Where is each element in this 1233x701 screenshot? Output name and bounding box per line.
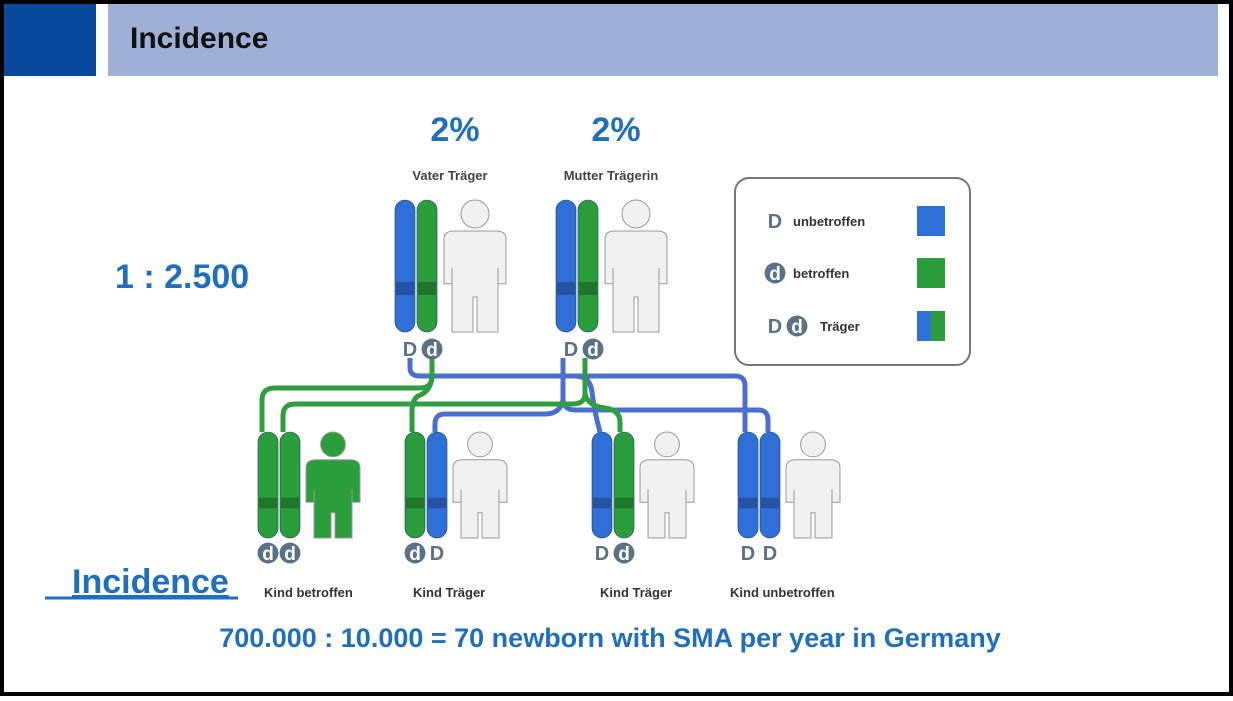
- person-head: [621, 199, 651, 229]
- chromosome: [555, 199, 577, 333]
- chromosome: [394, 199, 416, 333]
- legend-swatch: [917, 258, 945, 288]
- chromosome: [613, 431, 635, 539]
- legend-label: unbetroffen: [793, 214, 865, 229]
- allele: d: [769, 264, 781, 285]
- inheritance-lines: [259, 358, 771, 433]
- person-head: [320, 431, 346, 458]
- allele-circle: [582, 338, 604, 360]
- chromosome-band: [259, 497, 277, 509]
- person-head: [467, 431, 493, 458]
- header-title: Incidence: [130, 22, 268, 55]
- chromosome: [759, 431, 781, 539]
- allele-circle: [279, 542, 301, 564]
- legend-swatch: [931, 311, 945, 341]
- allele-circle: [764, 262, 786, 284]
- allele: d: [262, 544, 274, 565]
- allele: D: [564, 339, 578, 361]
- child-label: Kind betroffen: [264, 585, 353, 600]
- allele: D: [768, 316, 782, 338]
- allele-circle: [786, 315, 808, 337]
- person-body: [785, 459, 841, 539]
- ratio: 1 : 2.500: [115, 258, 249, 296]
- parent-percent: 2%: [591, 111, 640, 149]
- parent-label: Vater Träger: [412, 168, 487, 183]
- chromosome-band: [418, 281, 436, 296]
- chromosome-band: [428, 497, 446, 509]
- chromosome-band: [406, 497, 424, 509]
- footer-heading: Incidence: [72, 563, 229, 601]
- chromosome-band: [593, 497, 611, 509]
- allele: d: [284, 544, 296, 565]
- line: [409, 377, 435, 432]
- chromosome: [577, 199, 599, 333]
- chromosome-band: [396, 281, 414, 296]
- person-body: [604, 230, 668, 333]
- person-body: [639, 459, 695, 539]
- chromosome: [404, 431, 426, 539]
- allele: d: [791, 317, 803, 338]
- allele: D: [741, 543, 755, 565]
- line: [582, 393, 623, 432]
- chromosome: [426, 431, 448, 539]
- chromosome: [257, 431, 279, 539]
- allele: d: [409, 544, 421, 565]
- parent-label: Mutter Trägerin: [564, 168, 659, 183]
- person-body: [305, 459, 361, 539]
- footer-equation: 700.000 : 10.000 = 70 newborn with SMA p…: [219, 623, 1001, 653]
- chromosome-band: [281, 497, 299, 509]
- allele-circle: [404, 542, 426, 564]
- allele-circle: [257, 542, 279, 564]
- chromosome-band: [579, 281, 597, 296]
- allele: d: [618, 544, 630, 565]
- chromosome-band: [615, 497, 633, 509]
- person-head: [460, 199, 490, 229]
- chromosome: [591, 431, 613, 539]
- line: [432, 399, 566, 432]
- child-label: Kind Träger: [600, 585, 672, 600]
- person-body: [443, 230, 507, 333]
- legend-swatch: [917, 311, 931, 341]
- allele-circle: [421, 338, 443, 360]
- chromosome-band: [761, 497, 779, 509]
- child-label: Kind Träger: [413, 585, 485, 600]
- allele-circle: [613, 542, 635, 564]
- allele: d: [587, 340, 599, 361]
- allele: D: [768, 211, 782, 233]
- chromosome: [737, 431, 759, 539]
- chromosome: [279, 431, 301, 539]
- chromosome: [416, 199, 438, 333]
- allele: d: [426, 340, 438, 361]
- child-label: Kind unbetroffen: [730, 585, 835, 600]
- legend-swatch: [917, 206, 945, 236]
- parent-percent: 2%: [430, 111, 479, 149]
- allele: D: [595, 543, 609, 565]
- allele: D: [430, 543, 444, 565]
- allele: D: [763, 543, 777, 565]
- person-body: [452, 459, 508, 539]
- legend-label: betroffen: [793, 266, 849, 281]
- chromosome-band: [557, 281, 575, 296]
- allele: D: [403, 339, 417, 361]
- header-bar: [108, 4, 1218, 76]
- header-block: [4, 4, 96, 76]
- legend-label: Träger: [820, 319, 860, 334]
- chromosome-band: [739, 497, 757, 509]
- person-head: [800, 431, 826, 458]
- person-head: [654, 431, 680, 458]
